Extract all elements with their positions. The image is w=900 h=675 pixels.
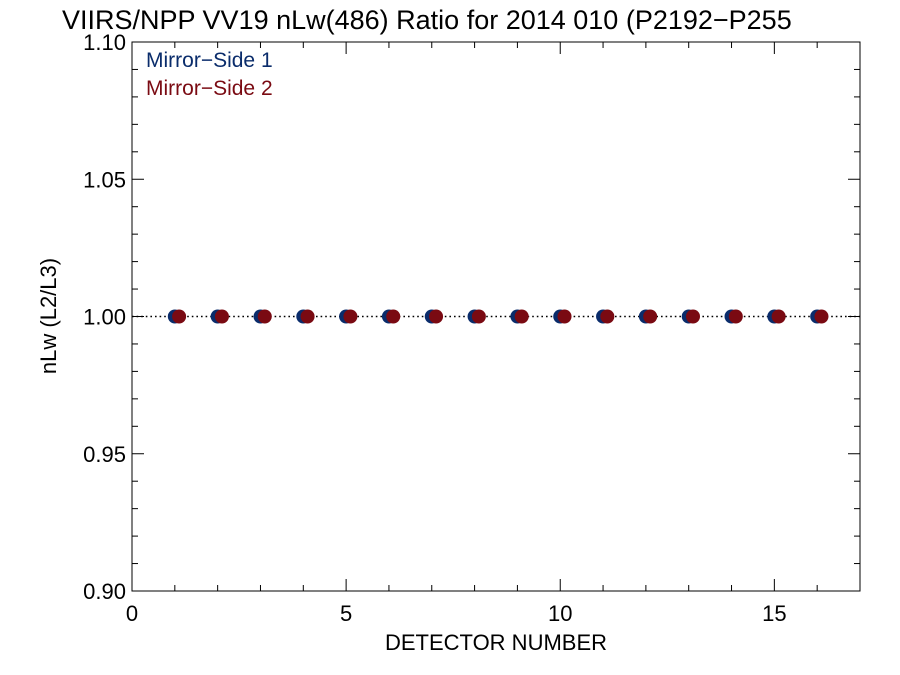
data-point-series-2 <box>386 309 401 324</box>
x-tick-label: 5 <box>340 601 352 626</box>
data-point-series-2 <box>257 309 272 324</box>
data-point-series-2 <box>685 309 700 324</box>
data-point-series-2 <box>471 309 486 324</box>
legend-entry-series-1: Mirror−Side 1 <box>146 49 273 72</box>
data-point-series-2 <box>172 309 187 324</box>
data-point-series-2 <box>771 309 786 324</box>
data-point-series-2 <box>728 309 743 324</box>
data-point-series-2 <box>557 309 572 324</box>
x-axis: 0 5 10 15 <box>126 42 861 626</box>
y-axis: 0.90 0.95 1.00 1.05 1.10 <box>83 30 860 604</box>
data-point-series-2 <box>600 309 615 324</box>
legend: Mirror−Side 1 Mirror−Side 2 <box>146 49 273 100</box>
data-point-series-2 <box>300 309 315 324</box>
x-tick-label: 10 <box>548 601 572 626</box>
data-point-series-2 <box>429 309 444 324</box>
chart-title: VIIRS/NPP VV19 nLw(486) Ratio for 2014 0… <box>62 5 792 35</box>
data-point-series-2 <box>214 309 229 324</box>
data-point-series-2 <box>514 309 529 324</box>
y-tick-label: 0.90 <box>83 579 126 604</box>
data-point-series-2 <box>343 309 358 324</box>
y-tick-label: 1.05 <box>83 167 126 192</box>
x-tick-label: 0 <box>126 601 138 626</box>
x-tick-label: 15 <box>762 601 786 626</box>
y-tick-label: 1.00 <box>83 305 126 330</box>
y-tick-label: 1.10 <box>83 30 126 55</box>
y-axis-label: nLw (L2/L3) <box>36 258 61 374</box>
data-point-series-2 <box>643 309 658 324</box>
series-layer <box>167 309 829 324</box>
legend-entry-series-2: Mirror−Side 2 <box>146 77 273 100</box>
x-axis-label: DETECTOR NUMBER <box>385 630 607 655</box>
data-point-series-2 <box>814 309 829 324</box>
y-tick-label: 0.95 <box>83 442 126 467</box>
